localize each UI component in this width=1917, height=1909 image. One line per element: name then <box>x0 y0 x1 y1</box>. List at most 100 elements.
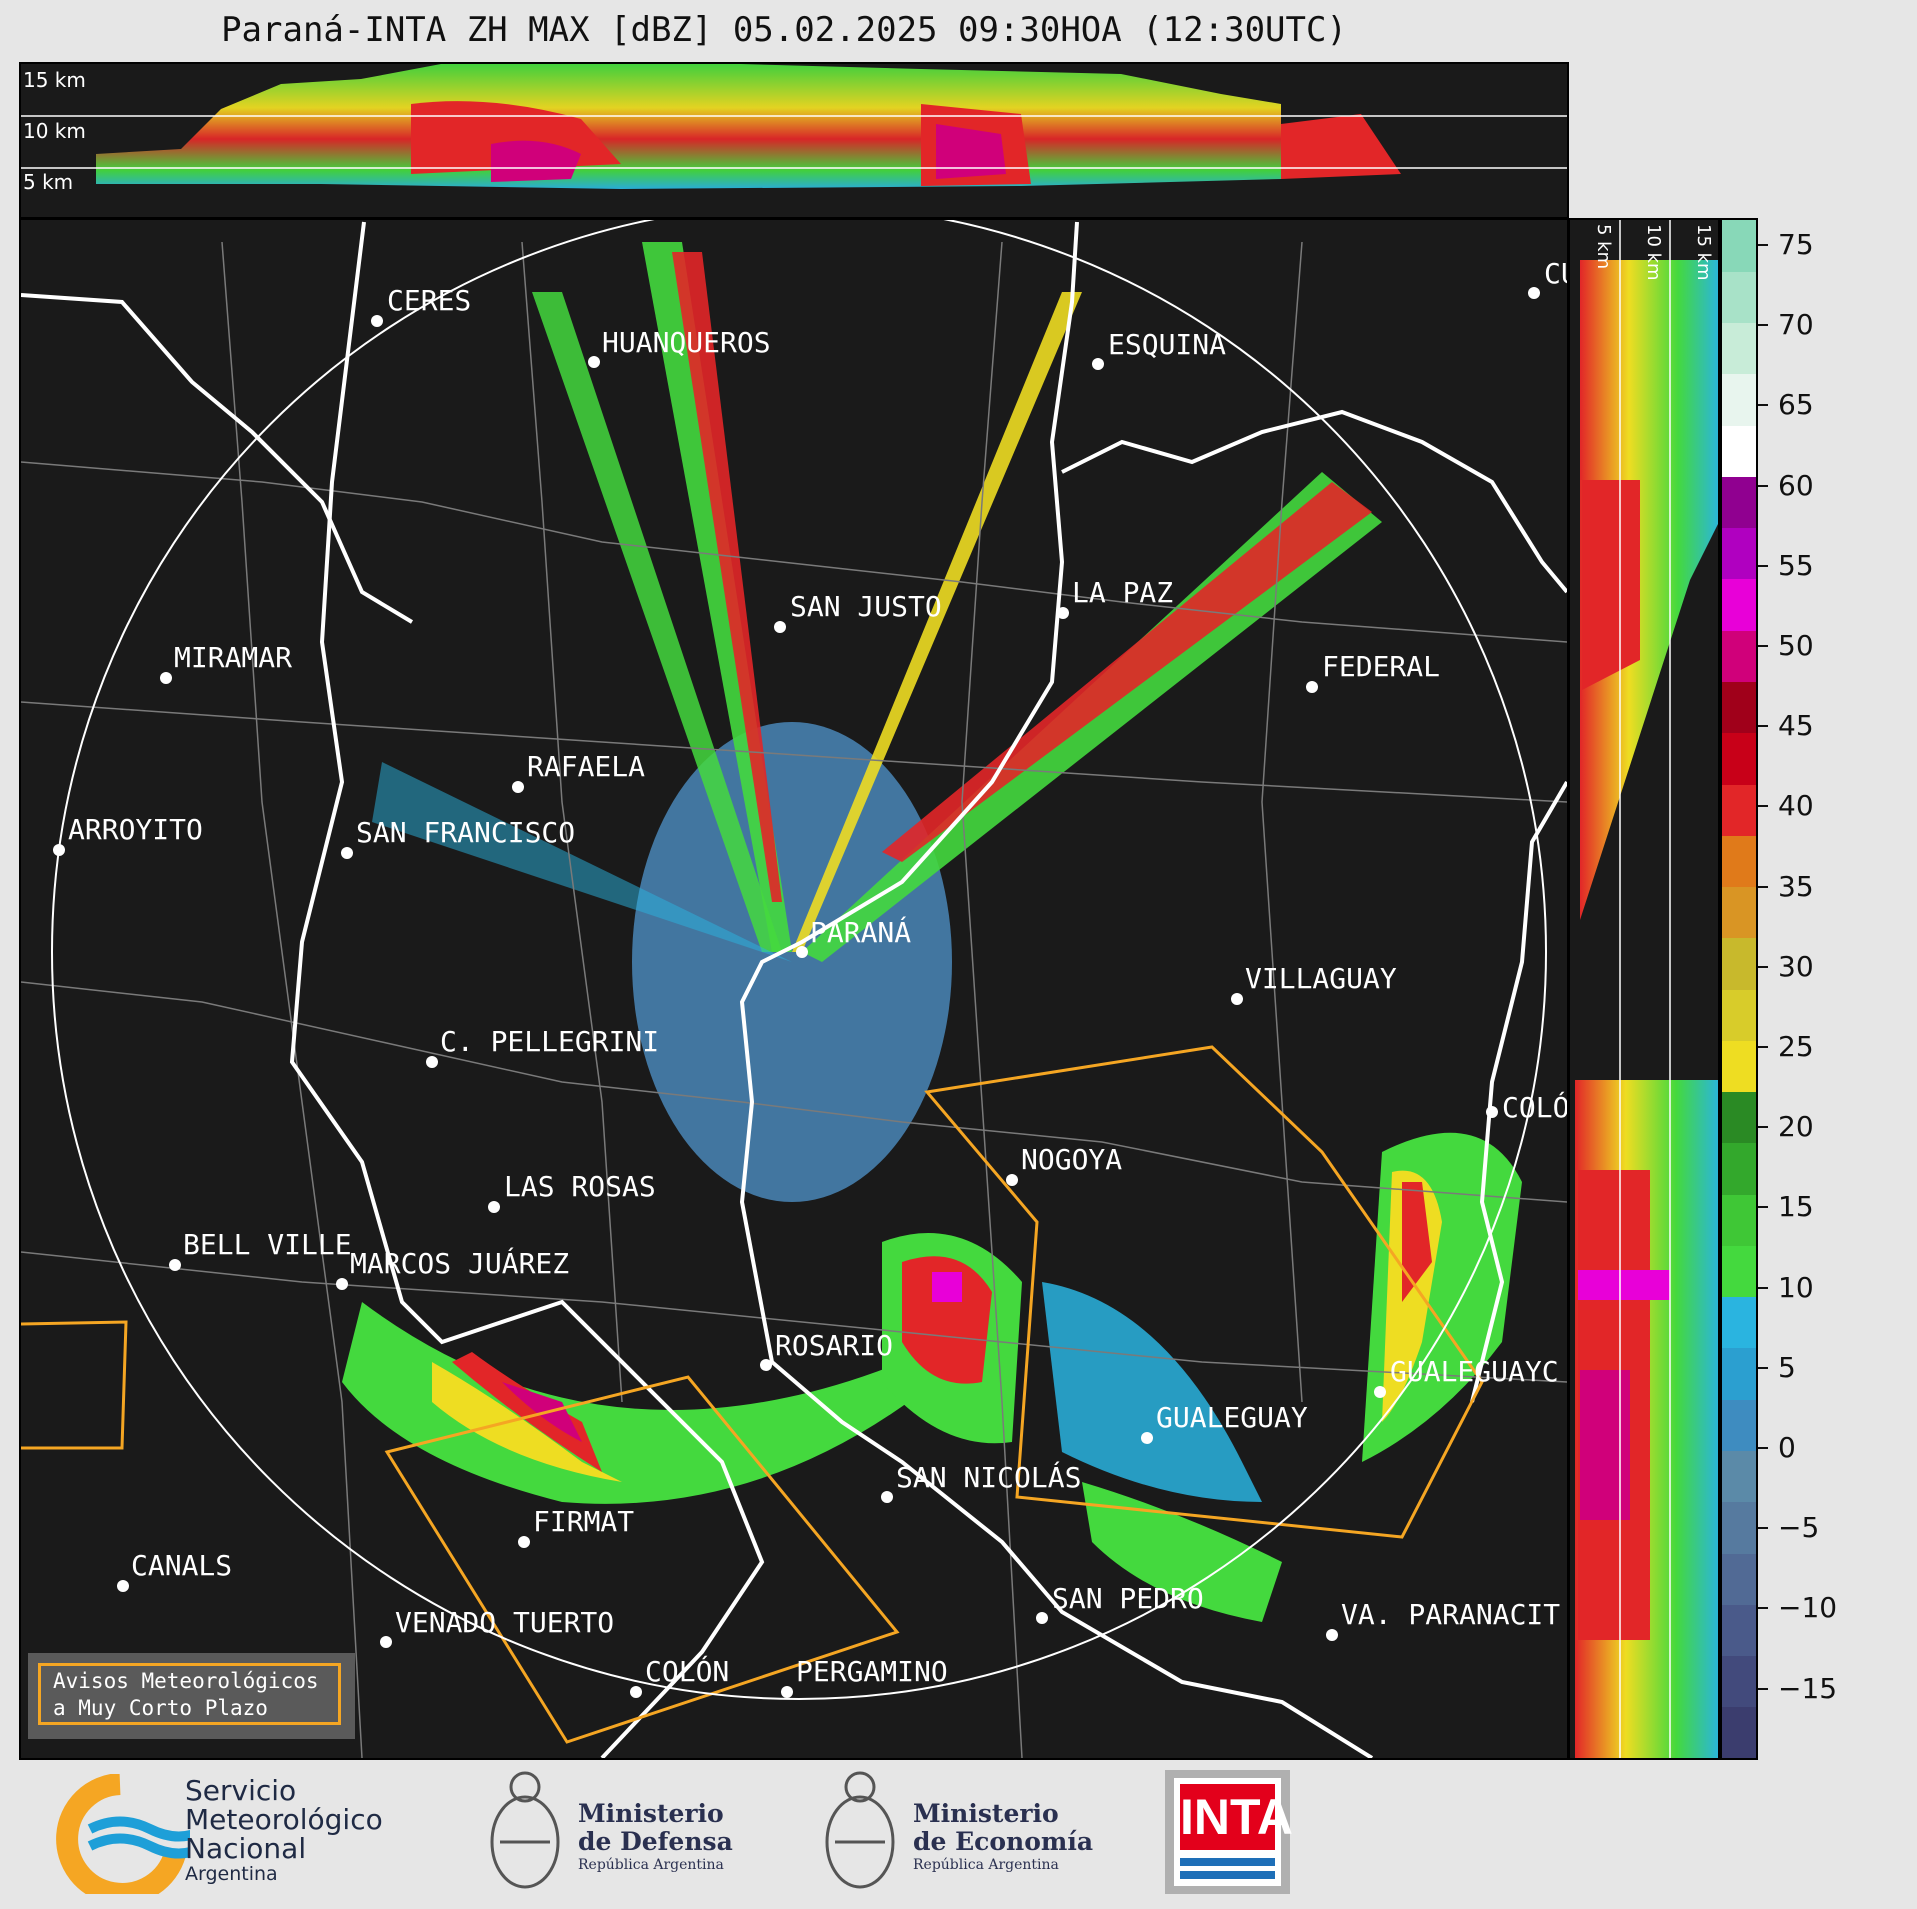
colorbar-tick-label: 5 <box>1778 1350 1796 1384</box>
colorbar-tick-label: 45 <box>1778 709 1814 743</box>
city-label-parana: PARANÁ <box>810 915 911 949</box>
colorbar-tick-mark <box>1758 1046 1768 1048</box>
colorbar-tick-label: −5 <box>1778 1511 1820 1545</box>
colorbar-segment <box>1722 1194 1756 1246</box>
core-reflectivity-east <box>1281 114 1401 179</box>
defensa-line1: Ministerio <box>578 1799 724 1828</box>
radar-map-svg: CERES HUANQUEROS ESQUINA CU SAN JUSTO LA… <box>21 220 1567 1758</box>
colorbar-tick-mark <box>1758 1206 1768 1209</box>
city-dot-parana <box>796 946 808 958</box>
smn-line3: Nacional <box>185 1832 307 1865</box>
city-label-colon: COLÓN <box>645 1654 729 1688</box>
colorbar-segment <box>1722 732 1756 785</box>
colorbar-tick-label: 35 <box>1778 869 1814 903</box>
coat-of-arms-icon <box>825 1771 895 1889</box>
city-dot-colon <box>630 1686 642 1698</box>
ministerio-economia-logo: Ministerio de Economía República Argenti… <box>815 1762 1105 1902</box>
city-dot-nogoya <box>1006 1174 1018 1186</box>
colorbar-segment <box>1722 835 1756 888</box>
range-ring <box>51 220 1547 1700</box>
city-label-bell-ville: BELL VILLE <box>183 1228 352 1261</box>
economia-line2: de Economía <box>913 1827 1094 1856</box>
colorbar-tick-label: 40 <box>1778 789 1814 823</box>
defensa-line2: de Defensa <box>578 1827 733 1856</box>
colorbar-segment <box>1722 1091 1756 1144</box>
side-height-label-15km: 15 km <box>1693 224 1714 281</box>
smn-emblem-icon <box>56 1773 208 1905</box>
north-south-cross-section: 15 km 10 km 5 km <box>19 62 1569 219</box>
city-dot-rafaela <box>512 781 524 793</box>
colorbar-segment <box>1722 783 1756 836</box>
warnings-legend-box: Avisos Meteorológicos a Muy Corto Plazo <box>38 1663 341 1725</box>
colorbar-tick-mark <box>1758 564 1768 567</box>
colorbar-tick-label: 65 <box>1778 388 1814 422</box>
city-label-ceres: CERES <box>387 284 471 317</box>
colorbar-segment <box>1722 1040 1756 1093</box>
city-label-venado-tuerto: VENADO TUERTO <box>395 1606 614 1639</box>
colorbar-segment <box>1722 989 1756 1041</box>
colorbar-segment <box>1722 1296 1756 1349</box>
side-core-max-lower <box>1580 1370 1630 1520</box>
colorbar-tick-label: 55 <box>1778 548 1814 582</box>
echo-top-area <box>96 64 1281 189</box>
city-dot-la-paz <box>1057 607 1069 619</box>
inta-stripe-2 <box>1180 1871 1275 1879</box>
colorbar-tick-mark <box>1758 244 1768 246</box>
colorbar-tick-label: 20 <box>1778 1110 1814 1144</box>
colorbar-tick-label: 70 <box>1778 308 1814 342</box>
smn-line1: Servicio <box>185 1774 297 1807</box>
colorbar-tick-label: 30 <box>1778 949 1814 983</box>
colorbar-tick-label: −15 <box>1778 1671 1838 1705</box>
department-boundaries <box>21 241 1567 1758</box>
city-label-esquina: ESQUINA <box>1108 328 1226 361</box>
colorbar-tick-mark <box>1758 645 1768 647</box>
city-label-nogoya: NOGOYA <box>1021 1143 1122 1176</box>
city-label-pergamino: PERGAMINO <box>796 1655 948 1688</box>
city-label-federal: FEDERAL <box>1322 650 1440 683</box>
city-dot-venado-tuerto <box>380 1636 392 1648</box>
core-max-west <box>491 140 581 182</box>
colorbar-segment <box>1722 1450 1756 1503</box>
side-core-max <box>1578 1270 1670 1300</box>
colorbar-segment <box>1722 527 1756 580</box>
warning-polygons <box>21 1045 1484 1744</box>
economia-line1: Ministerio <box>913 1799 1059 1828</box>
colorbar-segment <box>1722 1706 1756 1758</box>
colorbar-tick-mark <box>1758 965 1768 968</box>
colorbar-segment <box>1722 1501 1756 1554</box>
city-label-huanqueros: HUANQUEROS <box>602 326 771 359</box>
city-dot-san-pedro <box>1036 1612 1048 1624</box>
city-dot-colo <box>1486 1106 1498 1118</box>
colorbar-segment <box>1722 681 1756 734</box>
very-short-term-warnings-legend: Avisos Meteorológicos a Muy Corto Plazo <box>28 1653 355 1739</box>
city-label-gualeguay: GUALEGUAY <box>1156 1401 1308 1434</box>
smn-logo: Servicio Meteorológico Nacional Argentin… <box>50 1773 400 1905</box>
ministerio-defensa-logo: Ministerio de Defensa República Argentin… <box>480 1762 750 1902</box>
chart-title: Paraná-INTA ZH MAX [dBZ] 05.02.2025 09:3… <box>221 10 1347 50</box>
colorbar-segment <box>1722 578 1756 631</box>
city-dot-esquina <box>1092 358 1104 370</box>
city-label-canals: CANALS <box>131 1549 232 1582</box>
city-label-marcos-juarez: MARCOS JUÁREZ <box>350 1246 569 1280</box>
city-label-las-rosas: LAS ROSAS <box>504 1170 656 1203</box>
inta-text: INTA <box>1180 1784 1293 1850</box>
colorbar-tick-mark <box>1758 1447 1768 1449</box>
city-dot-c-pellegrini <box>426 1056 438 1068</box>
inta-logo: INTA <box>1165 1770 1293 1894</box>
smn-line2: Meteorológico <box>185 1803 383 1836</box>
city-label-rosario: ROSARIO <box>775 1329 893 1362</box>
colorbar-segment <box>1722 886 1756 939</box>
colorbar-tick-mark <box>1758 1126 1768 1129</box>
colorbar-tick-mark <box>1758 805 1768 808</box>
city-label-la-paz: LA PAZ <box>1072 576 1173 609</box>
city-label-gualeguaychu: GUALEGUAYC <box>1390 1355 1559 1388</box>
city-dot-miramar <box>160 672 172 684</box>
colorbar-segment <box>1722 1399 1756 1451</box>
colorbar-tick-mark <box>1758 1527 1768 1530</box>
side-height-label-5km: 5 km <box>1593 224 1614 269</box>
side-core-upper <box>1582 480 1640 690</box>
province-boundaries <box>21 221 1567 1758</box>
colorbar-tick-mark <box>1758 1286 1768 1289</box>
city-label-san-pedro: SAN PEDRO <box>1052 1582 1204 1615</box>
colorbar-tick-mark <box>1758 1687 1768 1690</box>
